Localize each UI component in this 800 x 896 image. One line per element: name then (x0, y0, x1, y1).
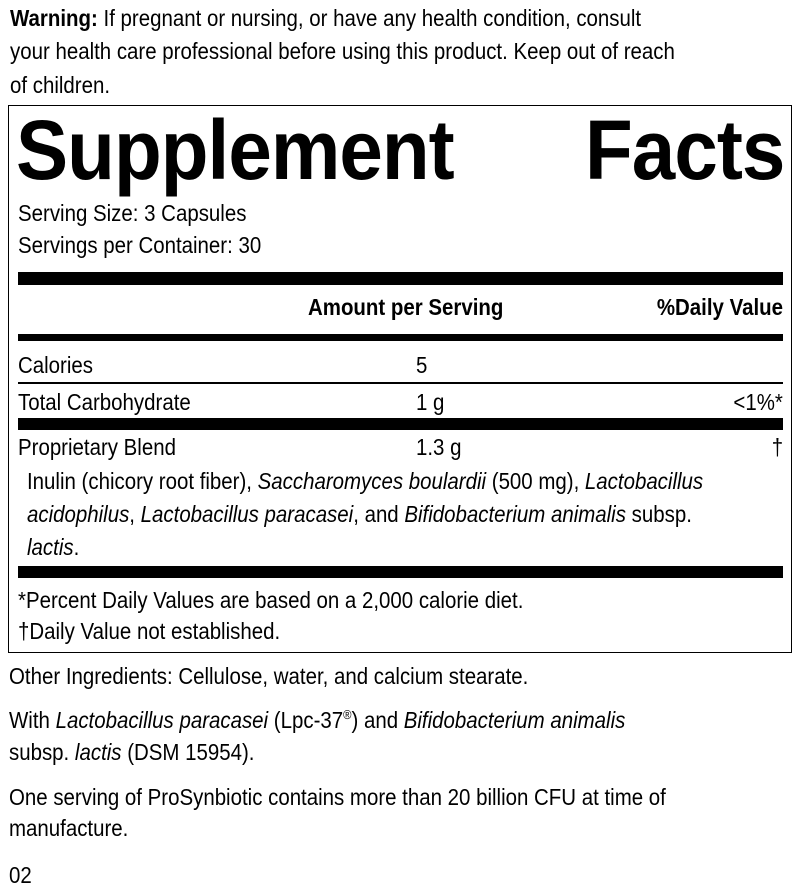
with-strains-line-2: subsp. lactis (DSM 15954). (9, 738, 254, 766)
thick-divider (18, 418, 783, 430)
with-text: (Lpc-37 (268, 707, 344, 733)
warning-label: Warning: (10, 5, 98, 31)
blend-species: acidophilus (27, 501, 130, 527)
blend-text: subsp. (625, 501, 692, 527)
with-text: subsp. (9, 739, 75, 765)
other-ingredients: Other Ingredients: Cellulose, water, and… (9, 663, 529, 689)
title-facts: Facts (584, 103, 785, 197)
serving-size: Serving Size: 3 Capsules (18, 200, 247, 226)
blend-species: Lactobacillus paracasei (140, 501, 354, 527)
blend-ingredients-line-3: lactis. (27, 533, 79, 561)
blend-ingredients-line-2: acidophilus, Lactobacillus paracasei, an… (27, 500, 692, 528)
with-species: Lactobacillus paracasei (55, 707, 269, 733)
blend-text: , and (353, 501, 405, 527)
header-amount-per-serving: Amount per Serving (308, 294, 504, 320)
supplement-facts-panel (8, 105, 792, 653)
with-text: (DSM 15954). (121, 739, 255, 765)
with-species: lactis (74, 739, 122, 765)
blend-species: lactis (27, 534, 74, 560)
thick-divider (18, 566, 783, 578)
blend-species: Bifidobacterium animalis (404, 501, 626, 527)
footnote-not-established: †Daily Value not established. (18, 618, 281, 644)
thick-divider (18, 272, 783, 285)
with-strains-line-1: With Lactobacillus paracasei (Lpc-37®) a… (9, 706, 625, 734)
warning-text: If pregnant or nursing, or have any heal… (97, 5, 642, 31)
footnote-daily-values: *Percent Daily Values are based on a 2,0… (18, 587, 524, 613)
with-text: With (9, 707, 56, 733)
row-carb-name: Total Carbohydrate (18, 389, 191, 415)
warning-line-3: of children. (10, 72, 111, 98)
header-daily-value: %Daily Value (656, 294, 783, 320)
blend-species: Lactobacillus (584, 468, 704, 494)
label-code: 02 (9, 862, 32, 888)
row-blend-amount: 1.3 g (416, 434, 462, 460)
blend-text: . (73, 534, 80, 560)
blend-ingredients-line-1: Inulin (chicory root fiber), Saccharomyc… (27, 467, 703, 495)
blend-text: Inulin (chicory root fiber), (27, 468, 258, 494)
servings-per-container: Servings per Container: 30 (18, 232, 262, 258)
cfu-line-1: One serving of ProSynbiotic contains mor… (9, 784, 666, 810)
row-calories-amount: 5 (416, 352, 428, 378)
with-text: ) and (351, 707, 404, 733)
row-blend-name: Proprietary Blend (18, 434, 176, 460)
warning-line-2: your health care professional before usi… (10, 38, 675, 64)
row-calories-name: Calories (18, 352, 93, 378)
blend-text: , (129, 501, 141, 527)
blend-species: Saccharomyces boulardii (257, 468, 487, 494)
cfu-line-2: manufacture. (9, 815, 129, 841)
row-blend-dv: † (771, 434, 783, 460)
row-carb-amount: 1 g (416, 389, 445, 415)
row-carb-dv: <1%* (733, 389, 783, 415)
blend-text: (500 mg), (486, 468, 585, 494)
registered-mark: ® (343, 707, 352, 722)
title-supplement: Supplement (16, 103, 455, 197)
medium-divider (18, 334, 783, 341)
with-species: Bifidobacterium animalis (403, 707, 626, 733)
warning-line-1: Warning: If pregnant or nursing, or have… (10, 4, 641, 32)
thin-divider (18, 382, 783, 384)
